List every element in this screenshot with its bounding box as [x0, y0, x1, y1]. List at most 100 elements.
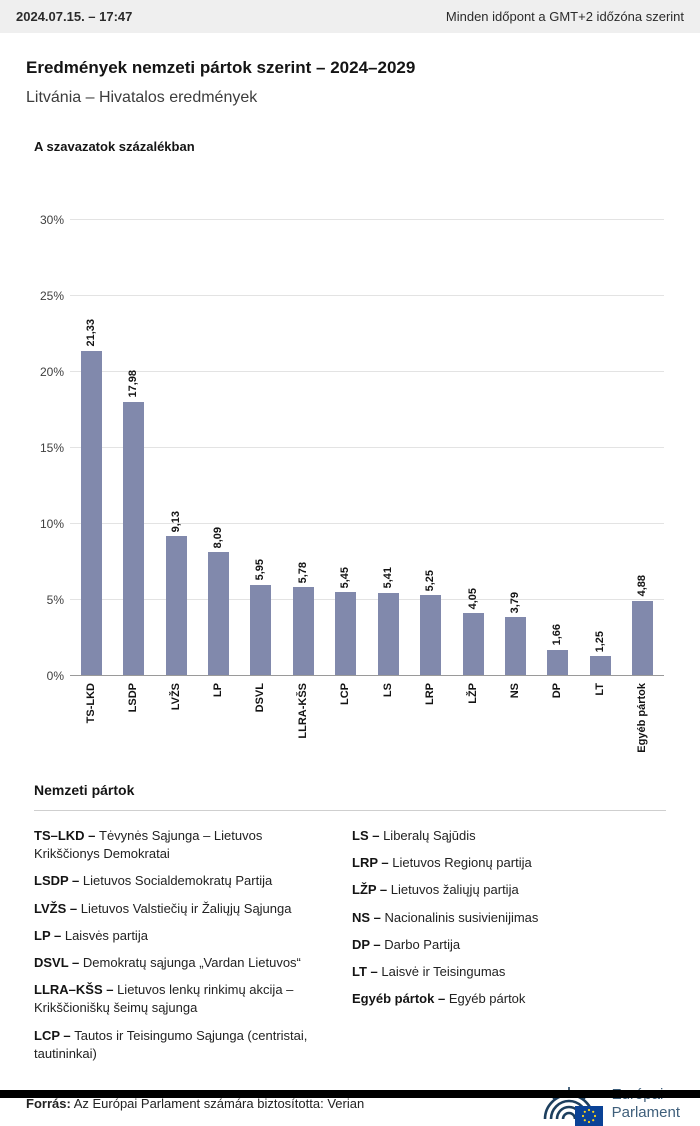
y-tick-label: 10%	[39, 517, 64, 531]
x-tick-cell: NS	[494, 683, 536, 766]
bar-LLRA-KŠS	[292, 587, 314, 675]
y-tick-label: 15%	[39, 441, 64, 455]
legend-item: DSVL – Demokratų sąjunga „Vardan Lietuvo…	[34, 954, 301, 970]
bar-group-LŽP: 4,05	[452, 588, 494, 675]
bar-value-label: 8,09	[211, 526, 224, 549]
gridline-25: 25%	[40, 289, 664, 303]
gridline-20: 20%	[40, 365, 664, 379]
legend-item: LT – Laisvė ir Teisingumas	[352, 963, 506, 979]
bar-value-label: 5,41	[381, 567, 394, 589]
legend-columns: TS–LKD – Tėvynės Sąjunga – Lietuvos Krik…	[34, 811, 666, 1072]
timezone-note: Minden időpont a GMT+2 időzóna szerint	[445, 9, 684, 24]
bar-group-NS: 3,79	[494, 592, 536, 675]
bar-LVŽS	[165, 536, 187, 675]
bar-group-Egyéb pártok: 4,88	[621, 575, 663, 675]
x-tick-cell: LSDP	[112, 683, 154, 766]
source-text: Forrás: Az Európai Parlament számára biz…	[26, 1096, 364, 1111]
bar-Egyéb pártok	[632, 600, 654, 675]
x-tick-cell: DSVL	[240, 683, 282, 766]
bar-LRP	[420, 595, 442, 675]
bar-LŽP	[462, 613, 484, 675]
x-tick-cell: LS	[367, 683, 409, 766]
y-tick-label: 0%	[46, 669, 64, 683]
bar-LP	[207, 552, 229, 675]
bar-LCP	[335, 592, 357, 675]
chart-heading: A szavazatok százalékban	[34, 139, 195, 154]
x-tick-label: LP	[211, 683, 224, 698]
bar-group-LSDP: 17,98	[112, 370, 154, 675]
x-tick-cell: LCP	[325, 683, 367, 766]
footer: Forrás: Az Európai Parlament számára biz…	[26, 1082, 680, 1126]
legend-heading: Nemzeti pártok	[34, 782, 135, 798]
x-tick-label: DP	[551, 683, 564, 699]
legend-item: LVŽS – Lietuvos Valstiečių ir Žaliųjų Są…	[34, 900, 292, 916]
x-tick-cell: LT	[579, 683, 621, 766]
legend-item: LRP – Lietuvos Regionų partija	[352, 855, 532, 871]
top-info-bar: 2024.07.15. – 17:47 Minden időpont a GMT…	[0, 0, 700, 33]
bar-value-label: 4,05	[466, 588, 479, 610]
x-tick-label: LLRA-KŠS	[296, 683, 309, 739]
bar-group-TS-LKD: 21,33	[70, 319, 112, 675]
x-tick-label: LŽP	[466, 683, 479, 704]
gridline-0: 0%	[47, 669, 664, 683]
bar-value-label: 5,45	[339, 566, 352, 589]
bar-value-label: 1,25	[593, 630, 606, 652]
legend-item: LP – Laisvės partija	[34, 927, 148, 943]
x-tick-cell: Egyéb pártok	[621, 683, 663, 766]
bar-value-label: 5,95	[254, 559, 267, 581]
x-tick-label: LVŽS	[169, 683, 182, 711]
bar-TS-LKD	[80, 350, 102, 675]
bar-LT	[589, 656, 611, 675]
ep-hemicycle-icon	[543, 1086, 603, 1126]
bar-DP	[547, 649, 569, 675]
bar-group-LVŽS: 9,13	[155, 511, 197, 675]
page-title: Eredmények nemzeti pártok szerint – 2024…	[26, 58, 416, 77]
bar-group-LCP: 5,45	[325, 567, 367, 675]
x-tick-label: LRP	[424, 683, 437, 705]
x-tick-cell: LRP	[409, 683, 451, 766]
gridline-15: 15%	[40, 441, 664, 455]
bar-group-LS: 5,41	[367, 567, 409, 675]
bar-chart-plot: 0% 5% 10% 15% 20% 25% 30% 21,33 17,98 9,13 8,09 5,9…	[40, 213, 664, 683]
bar-LS	[377, 592, 399, 675]
x-tick-cell: LŽP	[452, 683, 494, 766]
bar-value-label: 1,66	[551, 624, 564, 646]
x-tick-label: NS	[508, 683, 521, 699]
y-tick-label: 25%	[39, 289, 64, 303]
bar-value-label: 17,98	[127, 370, 140, 398]
gridline-30: 30%	[40, 213, 664, 227]
x-tick-cell: TS-LKD	[70, 683, 112, 766]
page-subtitle: Litvánia – Hivatalos eredmények	[26, 89, 258, 106]
legend-item: LŽP – Lietuvos žaliųjų partija	[352, 882, 519, 898]
x-tick-label: LT	[593, 683, 606, 696]
x-tick-label: TS-LKD	[84, 683, 97, 724]
legend-item: LLRA–KŠS – Lietuvos lenkų rinkimų akcija…	[34, 982, 294, 1016]
x-axis-labels: TS-LKD LSDP LVŽS LP DSVL LLRA-KŠS LCP LS LRP LŽP N…	[70, 676, 664, 766]
x-tick-label: LSDP	[127, 683, 140, 713]
x-tick-cell: LVŽS	[155, 683, 197, 766]
y-tick-label: 5%	[46, 593, 64, 607]
bar-group-LRP: 5,25	[409, 570, 451, 675]
gridline-5: 5%	[47, 593, 664, 607]
legend-item: DP – Darbo Partija	[352, 936, 461, 952]
bar-value-label: 5,78	[296, 561, 309, 584]
y-tick-label: 30%	[39, 213, 64, 227]
x-tick-label: Egyéb pártok	[636, 683, 649, 753]
bar-value-label: 3,79	[508, 591, 521, 614]
legend-left-column: TS–LKD – Tėvynės Sąjunga – Lietuvos Krik…	[34, 827, 350, 1072]
european-parliament-logo[interactable]: Európai Parlament	[541, 1082, 680, 1126]
legend-right-column: LS – Liberalų Sąjūdis LRP – Lietuvos Regi…	[350, 827, 666, 1072]
x-tick-label: LCP	[339, 683, 352, 705]
bar-value-label: 21,33	[84, 319, 97, 347]
y-tick-label: 20%	[39, 365, 64, 379]
bottom-black-bar	[0, 1090, 700, 1098]
legend-item: LCP – Tautos ir Teisingumo Sąjunga (cent…	[34, 1027, 308, 1061]
bar-value-label: 5,25	[424, 569, 437, 592]
bar-DSVL	[250, 584, 272, 675]
bar-value-label: 4,88	[636, 575, 649, 597]
party-legend-section: Nemzeti pártok TS–LKD – Tėvynės Sąjunga …	[34, 782, 666, 1072]
bar-NS	[504, 617, 526, 675]
results-chart-section: A szavazatok százalékban 0% 5% 10% 15% 20% 25…	[30, 139, 670, 766]
bar-group-DSVL: 5,95	[240, 559, 282, 675]
ep-logo-line2: Parlament	[611, 1103, 680, 1121]
